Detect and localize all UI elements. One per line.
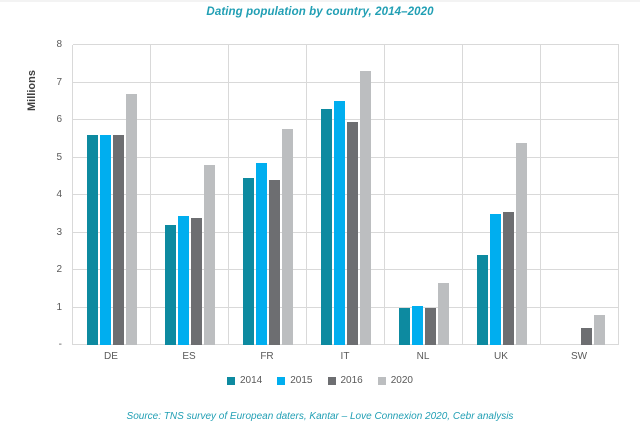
bar-2020-SW bbox=[593, 315, 605, 345]
x-label-DE: DE bbox=[104, 351, 118, 362]
gridline-y-1 bbox=[73, 306, 619, 308]
bar-2016-NL bbox=[424, 307, 436, 345]
x-label-SW: SW bbox=[570, 351, 588, 362]
bar-2020-DE bbox=[125, 93, 137, 345]
bar-2020-ES bbox=[203, 165, 215, 345]
legend-item-2015: 2015 bbox=[277, 375, 313, 386]
bar-2016-SW bbox=[580, 328, 592, 345]
y-tick-5: 5 bbox=[56, 151, 62, 163]
bar-2020-IT bbox=[359, 71, 371, 345]
bar-2016-ES bbox=[190, 217, 202, 345]
bar-group-NL bbox=[385, 45, 463, 345]
bar-2020-NL bbox=[437, 283, 449, 345]
y-tick-8: 8 bbox=[56, 39, 62, 50]
chart-legend: 2014 2015 2016 2020 bbox=[0, 375, 640, 386]
x-label-IT: IT bbox=[340, 351, 350, 362]
bar-2016-DE bbox=[112, 135, 124, 345]
source-caption: Source: TNS survey of European daters, K… bbox=[126, 411, 514, 422]
x-label-UK: UK bbox=[494, 351, 508, 362]
bar-2014-ES bbox=[164, 225, 176, 345]
gridline-y-6 bbox=[73, 119, 619, 120]
y-tick--: - bbox=[58, 339, 62, 350]
gridline-y-8 bbox=[73, 44, 619, 45]
x-label-ES: ES bbox=[182, 351, 196, 362]
y-tick-4: 4 bbox=[56, 189, 62, 200]
bar-2015-ES bbox=[177, 215, 189, 345]
bar-2014-NL bbox=[398, 307, 410, 345]
bar-2020-FR bbox=[281, 129, 293, 345]
legend-item-2020: 2020 bbox=[377, 375, 413, 386]
bar-2016-UK bbox=[502, 211, 514, 345]
legend-label-2020: 2020 bbox=[390, 375, 413, 386]
legend-item-2014: 2014 bbox=[227, 375, 262, 386]
bar-2015-IT bbox=[333, 101, 345, 345]
legend-label-2015: 2015 bbox=[290, 375, 313, 386]
chart-title: Dating population by country, 2014–2020 bbox=[206, 6, 434, 18]
legend-label-2016: 2016 bbox=[340, 375, 363, 386]
bar-2015-DE bbox=[99, 135, 111, 345]
y-tick-7: 7 bbox=[56, 76, 62, 88]
bar-group-FR bbox=[229, 45, 307, 345]
bar-2016-FR bbox=[268, 180, 280, 345]
legend-swatch-icon bbox=[377, 376, 386, 385]
gridline-y-7 bbox=[73, 81, 619, 83]
bar-group-ES bbox=[151, 45, 229, 345]
bar-2015-UK bbox=[489, 213, 501, 345]
legend-swatch-icon bbox=[327, 376, 336, 385]
legend-item-2016: 2016 bbox=[327, 375, 363, 386]
gridline-y-5 bbox=[73, 156, 619, 158]
bar-2016-IT bbox=[346, 121, 358, 345]
gridline-y-0 bbox=[73, 344, 619, 345]
bar-group-UK bbox=[463, 45, 541, 345]
gridline-y-4 bbox=[73, 194, 619, 195]
bar-2014-FR bbox=[242, 178, 254, 345]
legend-swatch-icon bbox=[277, 376, 286, 385]
bar-2015-FR bbox=[255, 163, 267, 345]
x-label-FR: FR bbox=[260, 351, 274, 362]
y-tick-6: 6 bbox=[56, 114, 62, 125]
bar-2014-DE bbox=[86, 135, 98, 345]
plot-area bbox=[72, 44, 619, 345]
bar-group-IT bbox=[307, 45, 385, 345]
bar-groups bbox=[73, 45, 619, 345]
y-tick-3: 3 bbox=[56, 226, 62, 238]
bar-group-SW bbox=[541, 45, 619, 345]
y-tick-1: 1 bbox=[56, 301, 62, 313]
bar-2020-UK bbox=[515, 142, 527, 345]
x-label-NL: NL bbox=[416, 351, 430, 362]
legend-swatch-icon bbox=[227, 376, 235, 385]
bar-group-DE bbox=[73, 45, 151, 345]
page-top-border bbox=[0, 0, 640, 2]
legend-label-2014: 2014 bbox=[240, 375, 263, 386]
gridline-y-2 bbox=[73, 269, 619, 270]
bar-2015-NL bbox=[411, 305, 423, 345]
bar-2014-IT bbox=[320, 108, 332, 345]
bar-2014-UK bbox=[476, 255, 488, 345]
y-tick-2: 2 bbox=[56, 264, 62, 275]
x-axis-category-labels: DE ES FR IT NL UK SW bbox=[72, 351, 618, 362]
gridline-y-3 bbox=[73, 231, 619, 233]
